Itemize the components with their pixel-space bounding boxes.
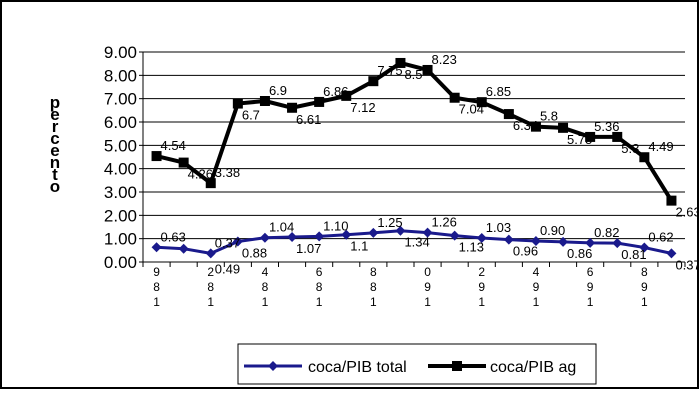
data-label: 6.86 bbox=[323, 84, 348, 99]
data-label: 6.61 bbox=[296, 112, 321, 127]
y-tick-label: 7.00 bbox=[104, 90, 137, 109]
y-tick-label: 3.00 bbox=[104, 183, 137, 202]
legend: coca/PIB total coca/PIB ag bbox=[238, 344, 596, 384]
data-label: 1.13 bbox=[459, 240, 484, 255]
data-label: 1.04 bbox=[269, 220, 294, 235]
data-label: 0.90 bbox=[540, 223, 565, 238]
data-label: 1.1 bbox=[350, 239, 368, 254]
y-tick-label: 5.00 bbox=[104, 136, 137, 155]
data-label: 0.37 bbox=[215, 235, 240, 250]
legend-label: coca/PIB total bbox=[308, 359, 407, 376]
data-label: 0.82 bbox=[594, 225, 619, 240]
data-label: 5.3 bbox=[621, 141, 639, 156]
data-label: 0.62 bbox=[648, 230, 673, 245]
y-tick-label: 8.00 bbox=[104, 66, 137, 85]
data-label: 5.8 bbox=[540, 109, 558, 124]
data-label: 7.12 bbox=[350, 100, 375, 115]
y-tick-label: 0.00 bbox=[104, 253, 137, 272]
data-label: 4.54 bbox=[161, 138, 186, 153]
data-label: 8.23 bbox=[432, 52, 457, 67]
data-label: 0.81 bbox=[621, 247, 646, 262]
data-label: 5.36 bbox=[594, 119, 619, 134]
data-label: 2.63 bbox=[675, 205, 699, 220]
data-label: 1.10 bbox=[323, 218, 348, 233]
legend-marker bbox=[452, 361, 462, 371]
data-label: 1.07 bbox=[296, 241, 321, 256]
y-tick-label: 1.00 bbox=[104, 230, 137, 249]
data-label: 3.38 bbox=[215, 165, 240, 180]
data-label: 6.9 bbox=[269, 83, 287, 98]
data-label: 1.03 bbox=[486, 220, 511, 235]
data-label: 0.86 bbox=[567, 246, 592, 261]
data-label: 5.75 bbox=[567, 132, 592, 147]
data-label: 1.34 bbox=[404, 235, 429, 250]
x-tick-label: 981 bbox=[153, 265, 160, 309]
x-tick-label: 491 bbox=[533, 265, 540, 309]
legend-label: coca/PIB ag bbox=[490, 359, 576, 376]
y-tick-label: 9.00 bbox=[104, 43, 137, 62]
data-label: 4.49 bbox=[648, 139, 673, 154]
data-label: 6.34 bbox=[513, 118, 538, 133]
data-label: 0.49 bbox=[215, 261, 240, 276]
data-label: 0.96 bbox=[513, 244, 538, 259]
data-label: 7.04 bbox=[459, 102, 484, 117]
data-label: 1.26 bbox=[432, 215, 457, 230]
data-label: 1.25 bbox=[377, 215, 402, 230]
y-tick-label: 4.00 bbox=[104, 160, 137, 179]
data-label: 8.5 bbox=[404, 67, 422, 82]
data-label: 6.7 bbox=[242, 108, 260, 123]
data-label: 6.85 bbox=[486, 84, 511, 99]
data-label: 0.88 bbox=[242, 245, 267, 260]
y-tick-label: 6.00 bbox=[104, 113, 137, 132]
data-label: 7.75 bbox=[377, 63, 402, 78]
data-label: 0.63 bbox=[161, 229, 186, 244]
y-tick-label: 2.00 bbox=[104, 206, 137, 225]
data-label: 4.26 bbox=[188, 167, 213, 182]
data-label: 0.37 bbox=[675, 257, 699, 272]
